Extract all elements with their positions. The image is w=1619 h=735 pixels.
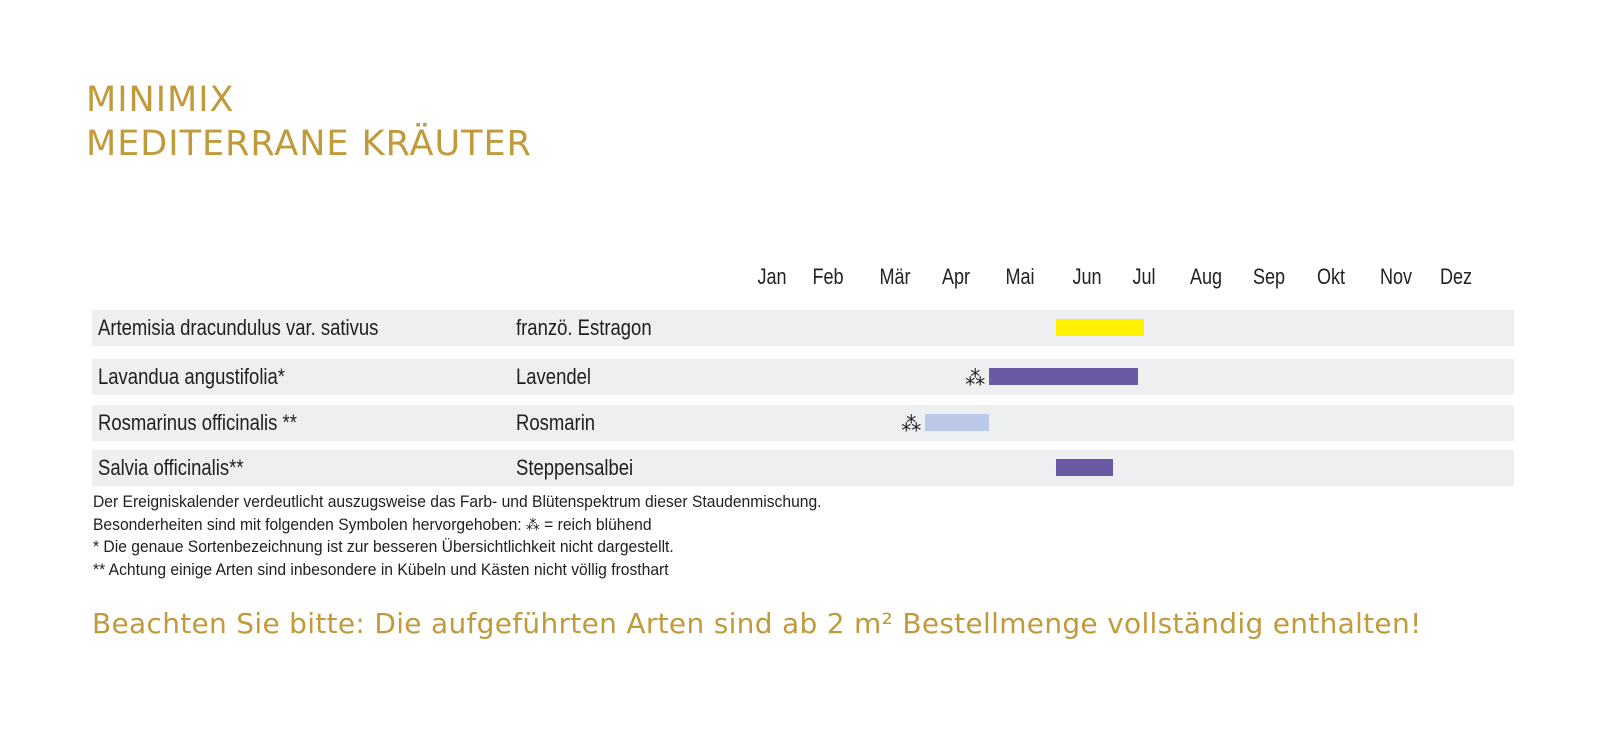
- rich-bloom-symbol-icon: ⁂: [526, 515, 540, 534]
- month-label: Okt: [1316, 264, 1346, 289]
- species-common-name: Steppensalbei: [516, 455, 634, 480]
- calendar-row: Salvia officinalis** Steppensalbei: [92, 450, 1514, 486]
- calendar-row: Artemisia dracundulus var. sativus franzö…: [92, 310, 1514, 346]
- species-common-name: Rosmarin: [516, 410, 596, 435]
- note-line-2-prefix: Besonderheiten sind mit folgenden Symbol…: [93, 514, 522, 534]
- bloom-period-bar: [925, 414, 990, 431]
- calendar-row: Rosmarinus officinalis ** Rosmarin ⁂: [92, 405, 1514, 441]
- month-label: Aug: [1189, 264, 1223, 289]
- title-line-2: MEDITERRANE KRÄUTER: [86, 124, 532, 164]
- month-label: Apr: [941, 264, 971, 289]
- species-latin-name: Artemisia dracundulus var. sativus: [98, 315, 379, 340]
- footer-notice: Beachten Sie bitte: Die aufgeführten Art…: [92, 607, 1422, 640]
- bloom-period-bar: [1056, 459, 1114, 476]
- note-line-4: ** Achtung einige Arten sind inbesondere…: [93, 559, 669, 579]
- title-line-1: MINIMIX: [86, 80, 235, 120]
- bloom-period-bar: [989, 368, 1138, 385]
- month-label: Jul: [1132, 264, 1156, 289]
- month-label: Sep: [1252, 264, 1286, 289]
- note-line-1: Der Ereigniskalender verdeutlicht auszug…: [93, 492, 822, 511]
- species-latin-name: Lavandua angustifolia*: [98, 364, 286, 389]
- note-line-2-suffix: = reich blühend: [544, 514, 652, 534]
- bloom-period-bar: [1056, 319, 1144, 336]
- rich-bloom-symbol-icon: ⁂: [901, 412, 922, 436]
- page-title: MINIMIX MEDITERRANE KRÄUTER: [86, 78, 532, 166]
- month-label: Mai: [1005, 264, 1035, 289]
- legend-notes: Der Ereigniskalender verdeutlicht auszug…: [93, 491, 885, 581]
- species-common-name: Lavendel: [516, 364, 592, 389]
- species-common-name: franzö. Estragon: [516, 315, 652, 340]
- month-label: Jan: [757, 264, 787, 289]
- rich-bloom-symbol-icon: ⁂: [965, 366, 986, 390]
- month-label: Feb: [812, 264, 844, 289]
- month-label: Jun: [1072, 264, 1102, 289]
- month-label: Mär: [879, 264, 911, 289]
- month-label: Nov: [1379, 264, 1413, 289]
- calendar-row: Lavandua angustifolia* Lavendel ⁂: [92, 359, 1514, 395]
- species-latin-name: Salvia officinalis**: [98, 455, 244, 480]
- species-latin-name: Rosmarinus officinalis **: [98, 410, 297, 435]
- note-line-2: Besonderheiten sind mit folgenden Symbol…: [93, 514, 822, 537]
- month-label: Dez: [1439, 264, 1473, 289]
- note-line-3: * Die genaue Sortenbezeichnung ist zur b…: [93, 537, 674, 556]
